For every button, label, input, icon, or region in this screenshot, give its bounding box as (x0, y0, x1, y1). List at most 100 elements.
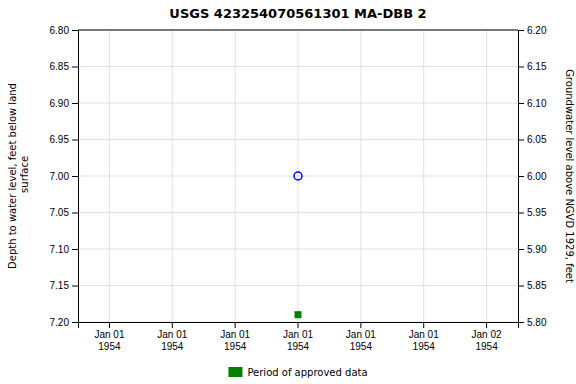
tick-mark (518, 67, 524, 68)
tick-label: Jan 011954 (220, 329, 250, 352)
tick-mark (423, 322, 424, 328)
tick-label-line: 1954 (161, 341, 184, 352)
y2-tick: 5.90 (518, 244, 547, 255)
tick-mark (72, 30, 78, 31)
tick-label: 6.80 (50, 25, 70, 36)
y2-tick: 5.95 (518, 207, 547, 218)
y2-tick: 6.10 (518, 98, 547, 109)
marks (294, 172, 302, 318)
x-tick: Jan 011954 (220, 322, 250, 352)
x-tick: Jan 011954 (346, 322, 376, 352)
tick-mark (235, 322, 236, 328)
axis-line (79, 323, 519, 329)
grid (78, 30, 518, 322)
y-tick: 6.95 (50, 134, 78, 145)
tick-label-line: Jan 01 (94, 329, 124, 340)
grid-line (78, 176, 518, 177)
tick-mark (518, 322, 524, 323)
tick-label: Jan 011954 (157, 329, 187, 352)
y-tick: 6.80 (50, 25, 78, 36)
tick-mark (72, 176, 78, 177)
y-tick: 7.05 (50, 207, 78, 218)
tick-mark (72, 322, 78, 323)
tick-label: Jan 011954 (283, 329, 313, 352)
y2-tick: 6.00 (518, 171, 547, 182)
tick-mark (72, 213, 78, 214)
tick-label: Jan 011954 (346, 329, 376, 352)
y-axis-title: Depth to water level, feet below land su… (7, 83, 30, 269)
grid-line (78, 212, 518, 213)
x-tick: Jan 011954 (283, 322, 313, 352)
tick-mark (518, 176, 524, 177)
tick-label: 6.05 (527, 134, 547, 145)
tick-label: 6.95 (50, 134, 70, 145)
chart: Jan 011954Jan 011954Jan 011954Jan 011954… (0, 0, 576, 384)
tick-mark (72, 67, 78, 68)
y-axis: 6.80 6.85 6.90 6.95 7.00 7.05 7.10 7.15 7.20 (50, 25, 79, 328)
tick-label-line: 1954 (287, 341, 310, 352)
legend-item: Period of approved data (228, 367, 367, 378)
grid-line (78, 249, 518, 250)
tick-mark (486, 322, 487, 328)
tick-label: 6.90 (50, 98, 70, 109)
point (294, 172, 302, 180)
tick-label: 7.10 (50, 244, 70, 255)
legend: Period of approved data (228, 367, 367, 378)
y2-tick: 6.20 (518, 25, 547, 36)
tick-label: 6.85 (50, 61, 70, 72)
x-tick: Jan 011954 (94, 322, 124, 352)
grid-line (78, 66, 518, 67)
tick-label: 6.10 (527, 98, 547, 109)
tick-label: 7.20 (50, 317, 70, 328)
tick-label: 6.15 (527, 61, 547, 72)
tick-label: 7.05 (50, 207, 70, 218)
tick-mark (298, 322, 299, 328)
tick-label: 5.80 (527, 317, 547, 328)
tick-label-line: Jan 01 (220, 329, 250, 340)
frame-line (78, 30, 518, 31)
tick-mark (72, 103, 78, 104)
plot-area: Jan 011954Jan 011954Jan 011954Jan 011954… (50, 25, 547, 352)
tick-mark (172, 322, 173, 328)
y2-tick: 6.15 (518, 61, 547, 72)
y-tick: 7.15 (50, 280, 78, 291)
tick-label: Jan 011954 (94, 329, 124, 352)
tick-mark (518, 103, 524, 104)
grid-line (78, 139, 518, 140)
tick-label: 7.15 (50, 280, 70, 291)
tick-mark (109, 322, 110, 328)
title: USGS 423254070561301 MA-DBB 2 (169, 6, 426, 21)
axis-line (519, 31, 525, 323)
axis-line (72, 31, 79, 323)
tick-mark (72, 249, 78, 250)
y-axis-title-line: surface (19, 156, 30, 196)
tick-label-line: Jan 01 (346, 329, 376, 340)
tick-label-line: 1954 (413, 341, 436, 352)
tick-label-line: 1954 (224, 341, 247, 352)
tick-label: 6.00 (527, 171, 547, 182)
grid-line (78, 103, 518, 104)
tick-label-line: Jan 02 (472, 329, 502, 340)
tick-label: 7.00 (50, 171, 70, 182)
tick-label-line: 1954 (350, 341, 373, 352)
tick-label-line: 1954 (475, 341, 498, 352)
tick-mark (360, 322, 361, 328)
tick-label-line: 1954 (98, 341, 121, 352)
point (295, 311, 302, 318)
tick-mark (518, 249, 524, 250)
grid-line (78, 30, 518, 31)
tick-mark (518, 286, 524, 287)
tick-mark (518, 140, 524, 141)
grid-line (78, 285, 518, 286)
y-axis-title-line: Depth to water level, feet below land (7, 83, 18, 269)
y2-axis: 6.20 6.15 6.10 6.05 6.00 5.95 5.90 5.85 5.80 (518, 25, 547, 328)
y2-tick: 5.85 (518, 280, 547, 291)
tick-label: 5.90 (527, 244, 547, 255)
tick-label: 6.20 (527, 25, 547, 36)
legend-label: Period of approved data (247, 367, 367, 378)
tick-label: Jan 021954 (472, 329, 502, 352)
legend-swatch (228, 367, 242, 377)
y2-tick: 6.05 (518, 134, 547, 145)
tick-mark (518, 213, 524, 214)
tick-label-line: Jan 01 (157, 329, 187, 340)
